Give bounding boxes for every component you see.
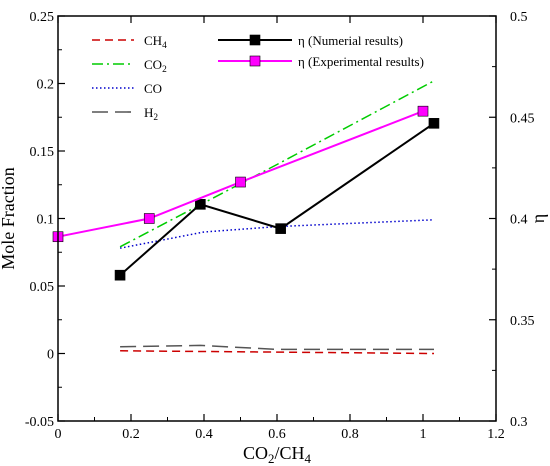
legend-left-label: CO2 [144,57,167,75]
x-tick-label: 0.4 [195,427,213,442]
series-line-0 [120,350,435,355]
x-tick-label: 0.6 [268,427,286,442]
series-5-point [417,105,429,117]
y2-tick-label: 0.45 [510,111,535,126]
legend-right-marker [249,34,261,46]
y2-tick-label: 0.35 [510,314,535,329]
legend-right-label: η (Experimental results) [298,54,424,69]
y-tick-label: -0.05 [25,415,54,430]
series-line-1 [119,80,435,248]
series-4-point [275,223,286,234]
x-axis-title-tail: /CH [275,443,305,463]
x-tick-label: 1.2 [487,427,505,442]
legend-left-label-main: H [144,105,153,120]
y2-tick-labels: 0.3 0.35 0.4 0.45 0.5 [510,10,535,430]
legend-left-label-sub: 2 [162,65,167,75]
y2-tick-label: 0.3 [510,415,528,430]
series-4-point [428,118,440,129]
y2-tick-label: 0.5 [510,10,528,25]
x-tick-labels: 0 0.2 0.4 0.6 0.8 1 1.2 [55,427,505,442]
x-tick-label: 0.2 [122,427,140,442]
x-axis-title: CO2/CH4 [243,443,312,466]
series-line-4 [119,122,435,276]
y-tick-label: 0.15 [30,145,55,160]
x-tick-label: 1 [420,427,427,442]
series-5-point [235,176,246,188]
series-4-point [114,269,126,281]
legend-left-label-main: CH [144,33,162,48]
y-tick-label: 0 [47,348,54,363]
series-line-3 [120,344,434,351]
legend-left-label-sub: 4 [162,41,167,51]
legend-right: η (Numerial results) η (Experimental resu… [218,33,424,69]
series-line-2 [119,219,435,249]
series-4-point [195,199,206,210]
legend-right-marker [249,55,261,67]
legend-left-label: CO [144,81,162,96]
plot-marks [52,80,440,355]
axis-ticks [57,15,497,422]
y2-axis-title: η [528,214,548,223]
y-tick-labels: -0.05 0 0.05 0.1 0.15 0.2 0.25 [25,10,54,430]
x-axis-title-main: CO [243,443,268,463]
plot-frame [57,15,497,422]
x-axis-title-sub2: 4 [305,451,312,466]
legend-left-label-main: CO [144,81,162,96]
legend-right-label: η (Numerial results) [298,33,403,48]
legend-left-label-sub: 2 [153,113,158,123]
x-tick-label: 0.8 [341,427,359,442]
y-tick-label: 0.1 [37,213,55,228]
series-line-5 [57,110,424,238]
y-tick-label: 0.2 [37,78,55,93]
y2-tick-label: 0.4 [510,213,528,228]
y-tick-label: 0.05 [30,280,55,295]
series-5-point [143,213,155,224]
x-axis-title-sub: 2 [268,451,274,466]
legend-left-label: CH4 [144,33,167,51]
y-axis-title: Mole Fraction [0,167,18,269]
legend-left-label: H2 [144,105,158,123]
legend-left-label-main: CO [144,57,162,72]
x-tick-label: 0 [55,427,62,442]
y-tick-label: 0.25 [30,10,55,25]
